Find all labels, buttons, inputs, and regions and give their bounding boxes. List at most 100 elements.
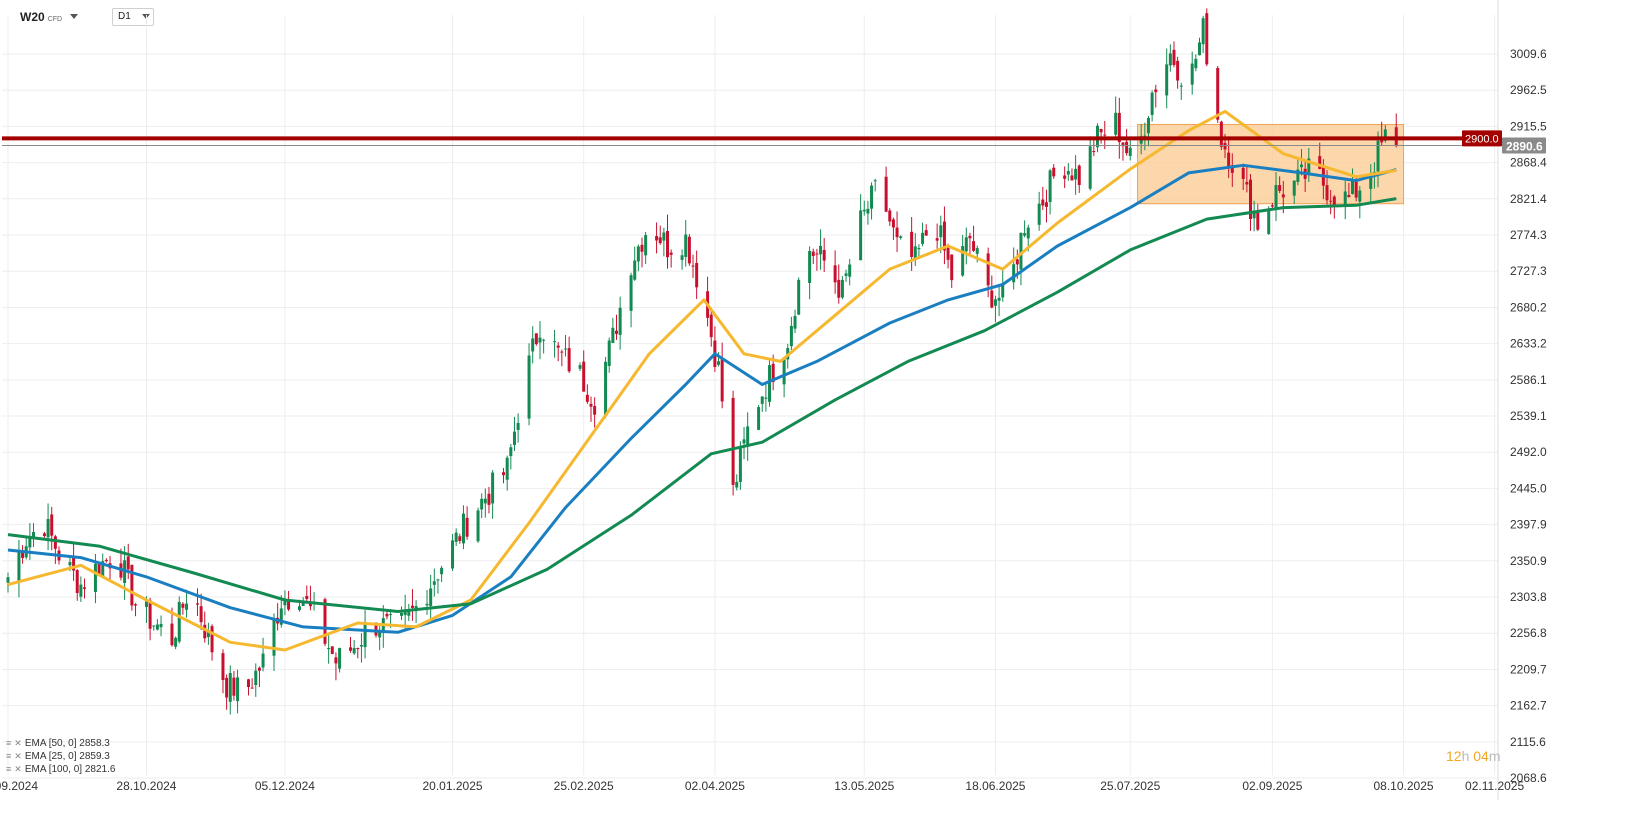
date-tick-label: 05.12.2024 [255,779,315,793]
candle-body [891,219,895,228]
candle-body [1205,13,1209,65]
candle-body [563,348,567,350]
candle-body [338,648,342,669]
candle-body [297,606,301,611]
candle-body [1343,191,1347,207]
candle-body [236,677,240,702]
candle-body [389,614,393,616]
candle-body [349,647,353,651]
settings-icon[interactable]: ≡ [6,764,12,774]
settings-icon[interactable]: ≡ [6,738,12,748]
countdown-m-unit: m [1488,748,1501,764]
candle-body [483,498,487,504]
resistance-price-label: 2900.0 [1465,133,1499,145]
candle-body [1117,112,1121,143]
candle-body [410,605,414,608]
candle-body [1292,180,1296,196]
legend-item-ema100[interactable]: ≡ ✕ EMA [100, 0] 2821.6 [6,763,115,776]
candle-body [155,624,159,630]
candle-body [1190,63,1194,85]
candle-body [589,403,593,407]
price-tick-label: 3009.6 [1510,47,1547,61]
candle-body [104,559,108,562]
candle-body [687,236,691,264]
candle-body [840,279,844,298]
candle-body [895,227,899,238]
candle-body [607,340,611,366]
candle-body [1216,67,1220,120]
candle-body [174,637,178,647]
legend-item-ema50[interactable]: ≡ ✕ EMA [50, 0] 2858.3 [6,737,115,750]
settings-icon[interactable]: ≡ [6,751,12,761]
candle-body [1351,180,1355,194]
candle-body [440,567,444,575]
candle-body [1063,175,1067,179]
candle-body [684,234,688,257]
candle-body [1023,233,1027,236]
date-tick-label: 02.09.2025 [1242,779,1302,793]
candle-body [228,673,232,702]
candle-body [1281,194,1285,198]
candle-body [618,307,622,335]
candle-body [1223,143,1227,150]
close-icon[interactable]: ✕ [14,751,22,761]
symbol-selector[interactable]: W20 CFD [20,10,62,24]
candle-body [1041,199,1045,206]
candle-body [451,540,455,569]
ema25-line [7,163,1397,634]
candle-body [768,365,772,402]
legend-label: EMA [100, 0] 2821.6 [24,764,116,775]
countdown-minutes: 04 [1473,748,1489,764]
candle-body [640,244,644,252]
candle-body [986,253,990,286]
candle-body [6,577,10,583]
candle-body [870,185,874,209]
candle-body [553,341,557,343]
date-tick-label: 25.07.2025 [1100,779,1160,793]
candle-body [1150,92,1154,115]
candle-body [746,426,750,445]
candle-body [454,532,458,542]
candle-body [633,260,637,280]
candle-body [210,626,214,653]
price-tick-label: 2633.2 [1510,337,1547,351]
price-tick-label: 2445.0 [1510,481,1547,495]
candle-body [432,581,436,585]
legend-item-ema25[interactable]: ≡ ✕ EMA [25, 0] 2859.3 [6,750,115,763]
candle-body [1168,53,1172,66]
candle-body [585,394,589,402]
candle-body [593,406,597,415]
price-tick-label: 2915.5 [1510,119,1547,133]
candle-body [950,254,954,281]
candle-body [862,209,866,212]
candle-body [1347,194,1351,198]
candle-body [250,687,254,689]
symbol-dropdown-icon[interactable] [70,14,78,19]
candle-body [1369,174,1373,189]
candle-body [709,314,713,338]
candle-body [1125,141,1129,154]
candle-body [1325,185,1329,201]
candle-body [738,448,742,482]
close-icon[interactable]: ✕ [14,764,22,774]
price-tick-label: 2162.7 [1510,699,1547,713]
candle-body [764,397,768,399]
candle-body [199,606,203,623]
candle-body [159,623,163,628]
candle-body [789,325,793,347]
last-price-tag: 2890.6 [1502,137,1546,154]
candle-body [152,625,156,627]
candle-body [68,562,72,566]
candle-body [134,604,138,606]
candle-body [935,238,939,241]
close-icon[interactable]: ✕ [14,738,22,748]
candle-body [458,536,462,541]
candle-body [257,667,261,671]
candle-body [811,251,815,256]
price-tick-label: 2068.6 [1510,771,1547,785]
candle-body [917,248,921,250]
date-tick-label: 13.05.2025 [834,779,894,793]
candle-body [866,208,870,214]
candle-body [534,333,538,345]
